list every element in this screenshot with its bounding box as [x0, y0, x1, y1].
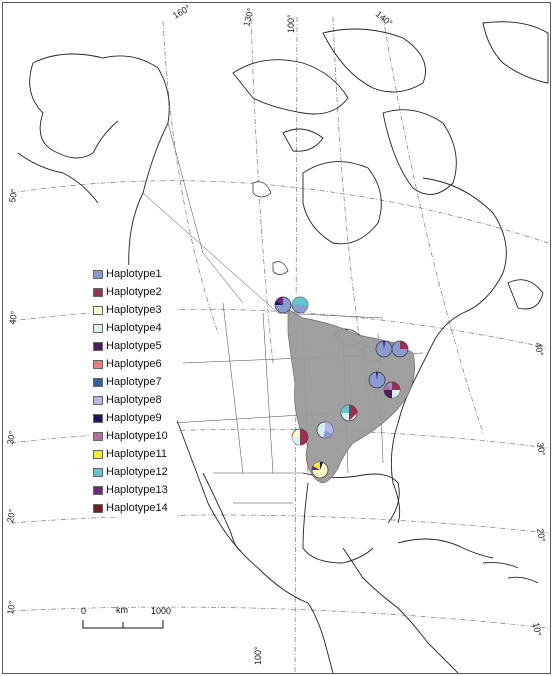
lat-label-right-30: 30° [535, 442, 547, 458]
graticule [10, 16, 549, 673]
north-america-map: 160° 130° 100° 140° 100° 50° 40° 30° 20°… [5, 3, 549, 673]
legend-item-haplotype2: Haplotype2 [93, 285, 162, 299]
scale-start-label: 0 [81, 606, 87, 616]
legend-label: Haplotype4 [106, 322, 162, 334]
legend-label: Haplotype14 [106, 502, 168, 514]
pie-louisiana [311, 461, 329, 479]
pie-tennessee [340, 404, 358, 422]
lat-label-left-10: 10° [5, 600, 17, 616]
legend-item-haplotype8: Haplotype8 [93, 393, 162, 407]
lon-label-140: 140° [374, 9, 395, 29]
legend-item-haplotype7: Haplotype7 [93, 375, 162, 389]
legend-item-haplotype12: Haplotype12 [93, 465, 168, 479]
legend-label: Haplotype9 [106, 412, 162, 424]
legend-label: Haplotype1 [106, 268, 162, 280]
graticule-labels: 160° 130° 100° 140° 100° 50° 40° 30° 20°… [5, 3, 547, 665]
lon-label-130: 130° [241, 7, 256, 28]
borders [142, 122, 424, 504]
pie-oklahoma [291, 428, 309, 446]
lat-label-left-20: 20° [5, 508, 17, 524]
pie-minnesota-west [274, 296, 292, 314]
legend-item-haplotype6: Haplotype6 [93, 357, 162, 371]
pie-virginia [383, 381, 401, 399]
lat-label-left-50: 50° [7, 188, 19, 204]
legend-label: Haplotype13 [106, 484, 168, 496]
legend-swatch [93, 431, 103, 441]
legend-item-haplotype9: Haplotype9 [93, 411, 162, 425]
legend-label: Haplotype7 [106, 376, 162, 388]
scale-end-label: 1000 [151, 606, 172, 616]
legend-label: Haplotype8 [106, 394, 162, 406]
legend-swatch [93, 503, 103, 513]
lat-label-left-30: 30° [5, 430, 17, 446]
lat-label-right-10: 10° [531, 622, 543, 638]
legend-swatch [93, 341, 103, 351]
pie-ohio-b [391, 340, 409, 358]
legend-item-haplotype13: Haplotype13 [93, 483, 168, 497]
lat-label-left-40: 40° [7, 310, 19, 326]
legend-item-haplotype10: Haplotype10 [93, 429, 168, 443]
scale-bar: 0 km 1000 [81, 605, 181, 636]
lon-label-100-bottom: 100° [253, 646, 263, 665]
legend-swatch [93, 395, 103, 405]
legend-swatch [93, 467, 103, 477]
pie-arkansas [316, 421, 334, 439]
lon-label-160: 160° [171, 3, 192, 21]
scale-line [82, 620, 164, 629]
lat-label-right-20: 20° [535, 528, 547, 544]
legend-label: Haplotype2 [106, 286, 162, 298]
legend-swatch [93, 269, 103, 279]
pie-ohio-a [375, 340, 393, 358]
legend-label: Haplotype12 [106, 466, 168, 478]
legend-item-haplotype14: Haplotype14 [93, 501, 168, 515]
legend-item-haplotype1: Haplotype1 [93, 267, 162, 281]
legend-swatch [93, 287, 103, 297]
legend-label: Haplotype3 [106, 304, 162, 316]
pie-kentucky-north [368, 371, 386, 389]
legend-swatch [93, 323, 103, 333]
haplotype-pies [274, 296, 409, 479]
legend-swatch [93, 377, 103, 387]
legend-swatch [93, 485, 103, 495]
lat-label-right-40: 40° [533, 342, 545, 358]
legend-item-haplotype11: Haplotype11 [93, 447, 167, 461]
legend-label: Haplotype6 [106, 358, 162, 370]
legend-swatch [93, 305, 103, 315]
legend-label: Haplotype10 [106, 430, 168, 442]
lon-label-100-top: 100° [286, 14, 296, 33]
legend-swatch [93, 449, 103, 459]
legend-swatch [93, 413, 103, 423]
legend-item-haplotype3: Haplotype3 [93, 303, 162, 317]
legend-label: Haplotype11 [106, 448, 167, 460]
legend-swatch [93, 359, 103, 369]
legend-label: Haplotype5 [106, 340, 162, 352]
legend-item-haplotype4: Haplotype4 [93, 321, 162, 335]
legend: Haplotype1 Haplotype2 Haplotype3 Haploty… [89, 265, 177, 517]
scale-unit-label: km [116, 605, 128, 615]
legend-item-haplotype5: Haplotype5 [93, 339, 162, 353]
pie-minnesota-east [291, 296, 309, 314]
